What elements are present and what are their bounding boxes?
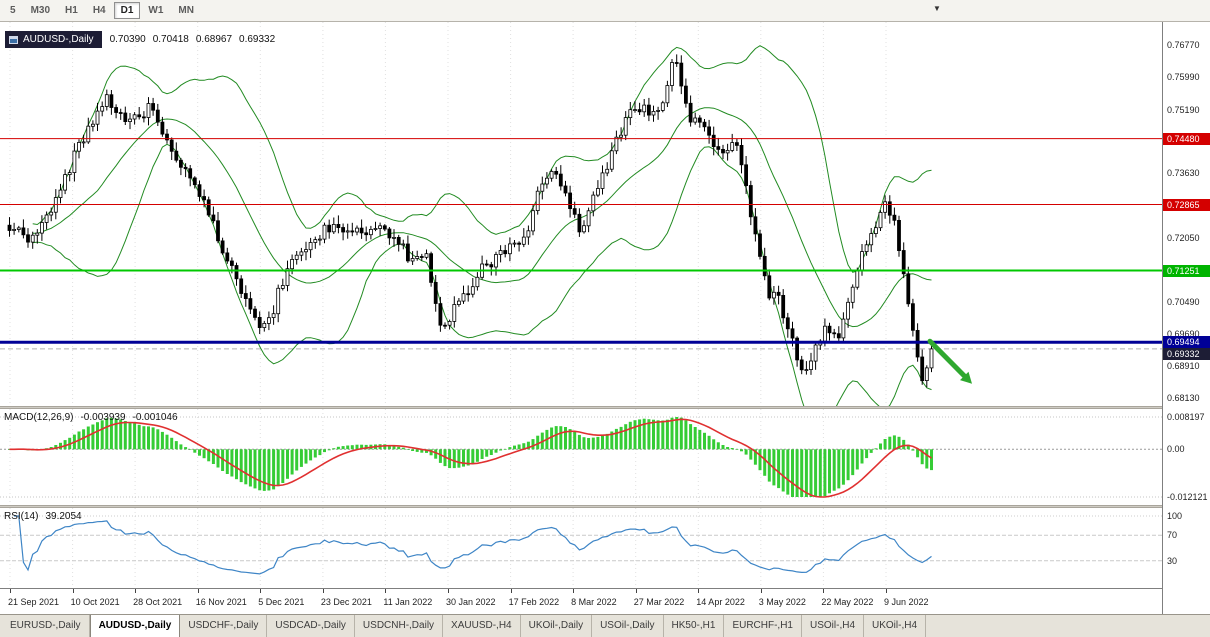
rsi-value: 39.2054: [45, 511, 82, 522]
price-axis-label: 0.76770: [1167, 40, 1200, 50]
close-value: 0.69332: [239, 34, 276, 45]
price-line-label: 0.69494: [1163, 336, 1210, 349]
chart-window-icon: [9, 35, 18, 44]
price-axis-label: 0.75190: [1167, 104, 1200, 115]
price-axis-label: 0.75990: [1167, 71, 1200, 82]
timeframe-h4-button[interactable]: H4: [86, 2, 113, 19]
timeframe-w1-button[interactable]: W1: [141, 2, 170, 19]
price-axis[interactable]: 0.76770 0.75990 0.75190 0.73630 0.72050 0.704…: [1162, 22, 1210, 614]
date-tick: [886, 589, 887, 593]
ohlc-readout: 0.70390 0.70418 0.68967 0.69332: [110, 34, 276, 45]
price-line-label: 0.71251: [1163, 264, 1210, 277]
date-tick: [322, 589, 324, 593]
timeframe-m30-button[interactable]: M30: [24, 2, 57, 19]
price-line-label: 0.72865: [1163, 198, 1210, 211]
rsi-header: RSI(14) 39.2054: [4, 511, 82, 522]
timeframe-m5-button[interactable]: 5: [3, 2, 23, 19]
open-value: 0.70390: [109, 34, 146, 45]
date-tick: [573, 589, 575, 593]
rsi-axis-label: 30: [1167, 555, 1178, 566]
date-label: 9 Jun 2022: [884, 597, 929, 607]
date-tick: [448, 589, 449, 593]
pane-splitter-rsi[interactable]: [0, 505, 1210, 508]
low-value: 0.68967: [195, 34, 233, 45]
price-line-label: 0.69332: [1163, 348, 1210, 361]
price-chart-canvas[interactable]: [0, 22, 1162, 406]
macd-header: MACD(12,26,9) -0.003939 -0.001046: [4, 412, 178, 423]
macd-axis-label: -0.012121: [1167, 492, 1208, 502]
date-label: 5 Dec 2021: [258, 597, 305, 607]
date-label: 8 Mar 2022: [571, 597, 617, 607]
rsi-axis-label: 100: [1167, 511, 1183, 521]
date-tick: [698, 589, 700, 593]
rsi-axis-label: 70: [1167, 530, 1178, 541]
tab-hk50-h1[interactable]: HK50-,H1: [664, 615, 725, 637]
tab-usdcnh-daily[interactable]: USDCNH-,Daily: [355, 615, 444, 637]
symbol-period-badge: AUDUSD-,Daily: [5, 31, 102, 48]
rsi-canvas[interactable]: [0, 508, 1162, 588]
chart-area: AUDUSD-,Daily 0.70390 0.70418 0.68967 0.…: [0, 22, 1210, 614]
date-axis[interactable]: 21 Sep 2021 10 Oct 2021 28 Oct 2021 16 Nov …: [0, 588, 1162, 614]
macd-main-value: -0.003939: [80, 412, 126, 423]
rsi-label: RSI(14): [4, 511, 39, 522]
date-label: 27 Mar 2022: [633, 597, 685, 607]
tab-usdchf-daily[interactable]: USDCHF-,Daily: [180, 615, 268, 637]
macd-axis-label: 0.008197: [1167, 412, 1205, 422]
high-value: 0.70418: [152, 34, 189, 45]
pane-splitter-macd[interactable]: [0, 406, 1210, 409]
price-axis-label: 0.68910: [1167, 361, 1200, 372]
tab-usoil-h4[interactable]: USOil-,H4: [802, 615, 865, 637]
date-label: 14 Apr 2022: [696, 597, 745, 607]
macd-canvas[interactable]: [0, 409, 1162, 505]
date-label: 16 Nov 2021: [195, 597, 247, 607]
date-label: 21 Sep 2021: [8, 597, 60, 607]
date-tick: [635, 589, 637, 593]
date-label: 28 Oct 2021: [133, 597, 183, 607]
date-label: 23 Dec 2021: [320, 597, 372, 607]
date-label: 11 Jan 2022: [383, 597, 433, 607]
date-tick: [135, 589, 137, 593]
price-axis-label: 0.70490: [1167, 296, 1200, 307]
timeframe-d1-button[interactable]: D1: [113, 2, 141, 19]
price-axis-label: 0.69690: [1167, 329, 1200, 340]
tab-ukoil-h4[interactable]: UKOil-,H4: [864, 615, 927, 637]
tab-eurchf-h1[interactable]: EURCHF-,H1: [724, 615, 802, 637]
tab-audusd-daily[interactable]: AUDUSD-,Daily: [89, 615, 181, 637]
date-label: 10 Oct 2021: [70, 597, 120, 607]
date-tick: [72, 589, 74, 593]
tab-eurusd-daily[interactable]: EURUSD-,Daily: [2, 615, 90, 637]
macd-signal-value: -0.001046: [132, 412, 178, 423]
price-axis-label: 0.68130: [1167, 393, 1200, 403]
timeframe-h1-button[interactable]: H1: [58, 2, 85, 19]
macd-axis-label: 0.00: [1167, 444, 1185, 455]
date-label: 3 May 2022: [758, 597, 806, 607]
chart-header: AUDUSD-,Daily 0.70390 0.70418 0.68967 0.…: [5, 31, 275, 48]
date-tick: [10, 589, 11, 593]
date-label: 17 Feb 2022: [508, 597, 560, 607]
chart-shift-marker-icon: ▼: [933, 4, 941, 13]
date-label: 30 Jan 2022: [446, 597, 496, 607]
macd-label: MACD(12,26,9): [4, 412, 74, 423]
price-axis-label: 0.73630: [1167, 168, 1200, 179]
tab-xauusd-h4[interactable]: XAUUSD-,H4: [443, 615, 521, 637]
date-tick: [260, 589, 262, 593]
symbol-title: AUDUSD-,Daily: [23, 34, 94, 45]
date-tick: [510, 589, 512, 593]
timeframe-mn-button[interactable]: MN: [171, 2, 201, 19]
tab-usdcad-daily[interactable]: USDCAD-,Daily: [267, 615, 355, 637]
date-tick: [760, 589, 762, 593]
date-tick: [197, 589, 199, 593]
timeframe-toolbar: 5 M30 H1 H4 D1 W1 MN ▼: [0, 0, 1210, 22]
price-line-label: 0.74480: [1163, 132, 1210, 145]
tab-ukoil-daily[interactable]: UKOil-,Daily: [521, 615, 593, 637]
price-axis-label: 0.72050: [1167, 232, 1200, 243]
chart-tabbar: EURUSD-,Daily AUDUSD-,Daily USDCHF-,Dail…: [0, 614, 1210, 637]
date-label: 22 May 2022: [821, 597, 874, 607]
date-tick: [385, 589, 387, 593]
date-tick: [823, 589, 825, 593]
tab-usoil-daily[interactable]: USOil-,Daily: [592, 615, 664, 637]
